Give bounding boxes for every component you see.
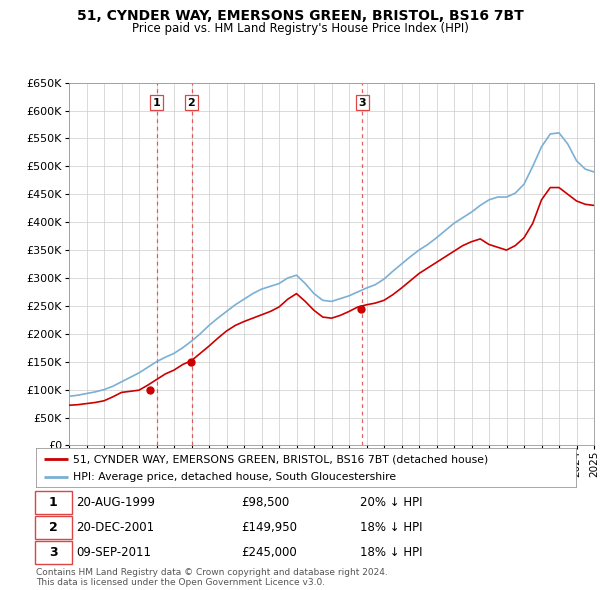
Text: 09-SEP-2011: 09-SEP-2011 [77, 546, 151, 559]
Text: Price paid vs. HM Land Registry's House Price Index (HPI): Price paid vs. HM Land Registry's House … [131, 22, 469, 35]
FancyBboxPatch shape [35, 541, 71, 563]
Text: 20-DEC-2001: 20-DEC-2001 [77, 521, 155, 534]
Text: 1: 1 [152, 97, 160, 107]
Text: £149,950: £149,950 [241, 521, 297, 534]
Text: 51, CYNDER WAY, EMERSONS GREEN, BRISTOL, BS16 7BT (detached house): 51, CYNDER WAY, EMERSONS GREEN, BRISTOL,… [73, 454, 488, 464]
Text: HPI: Average price, detached house, South Gloucestershire: HPI: Average price, detached house, Sout… [73, 472, 396, 482]
Text: 3: 3 [358, 97, 366, 107]
Text: 1: 1 [49, 496, 58, 509]
Text: £98,500: £98,500 [241, 496, 289, 509]
Text: Contains HM Land Registry data © Crown copyright and database right 2024.
This d: Contains HM Land Registry data © Crown c… [36, 568, 388, 587]
Text: 2: 2 [49, 521, 58, 534]
Text: 2: 2 [188, 97, 196, 107]
Text: 20-AUG-1999: 20-AUG-1999 [77, 496, 155, 509]
Text: 20% ↓ HPI: 20% ↓ HPI [360, 496, 422, 509]
Text: £245,000: £245,000 [241, 546, 297, 559]
FancyBboxPatch shape [35, 491, 71, 514]
Text: 51, CYNDER WAY, EMERSONS GREEN, BRISTOL, BS16 7BT: 51, CYNDER WAY, EMERSONS GREEN, BRISTOL,… [77, 9, 523, 23]
Text: 3: 3 [49, 546, 58, 559]
Text: 18% ↓ HPI: 18% ↓ HPI [360, 546, 422, 559]
FancyBboxPatch shape [35, 516, 71, 539]
Text: 18% ↓ HPI: 18% ↓ HPI [360, 521, 422, 534]
